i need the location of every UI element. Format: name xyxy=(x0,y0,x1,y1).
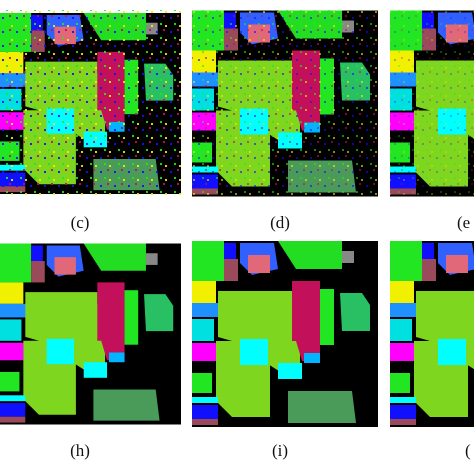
panel-label: (c) xyxy=(71,213,90,232)
panel-label: ( xyxy=(465,441,471,460)
panel-label: (d) xyxy=(270,213,290,232)
panel-label: (e xyxy=(457,213,470,232)
panel-label: (i) xyxy=(272,441,288,460)
panel-e xyxy=(390,10,474,197)
panel-h xyxy=(0,243,181,425)
panel-c xyxy=(0,10,181,197)
panel-label: (h) xyxy=(70,441,90,460)
panel-i xyxy=(192,241,378,427)
panel-d xyxy=(192,10,378,197)
panel-j xyxy=(390,241,474,427)
